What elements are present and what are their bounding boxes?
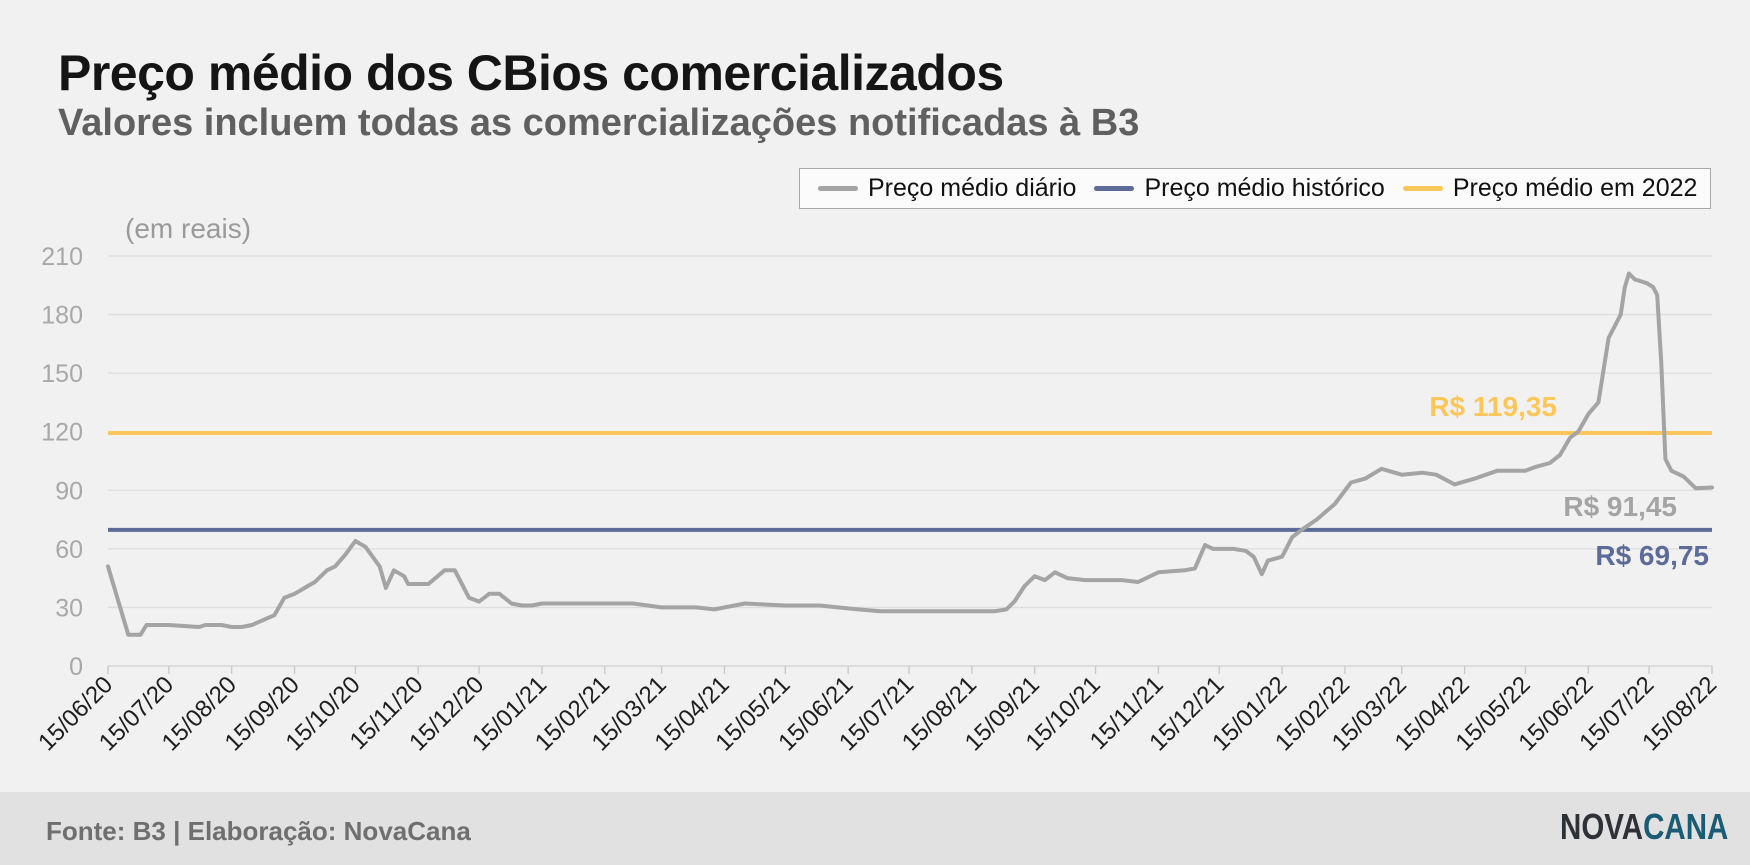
legend-item-historic: Preço médio histórico <box>1094 174 1385 203</box>
y-tick-label: 120 <box>41 419 83 447</box>
legend-item-2022: Preço médio em 2022 <box>1402 174 1698 203</box>
y-tick-label: 90 <box>55 477 83 505</box>
legend-swatch-2022 <box>1402 186 1443 191</box>
y-tick-label: 150 <box>41 360 83 388</box>
y-tick-label: 60 <box>55 536 83 564</box>
chart-title: Preço médio dos CBios comercializados <box>58 45 1004 101</box>
chart-subtitle: Valores incluem todas as comercializaçõe… <box>58 102 1140 144</box>
label-daily-last: R$ 91,45 <box>1563 491 1677 522</box>
source-note: Fonte: B3 | Elaboração: NovaCana <box>46 816 471 846</box>
legend-label-historic: Preço médio histórico <box>1144 174 1385 202</box>
legend-item-daily: Preço médio diário <box>818 174 1076 203</box>
unit-label: (em reais) <box>125 213 252 244</box>
legend-swatch-daily <box>818 186 858 191</box>
y-tick-label: 30 <box>55 594 83 622</box>
y-tick-label: 0 <box>69 653 83 681</box>
label-2022-average: R$ 119,35 <box>1429 391 1557 422</box>
y-tick-label: 180 <box>41 302 83 330</box>
y-tick-label: 210 <box>41 243 83 271</box>
line-daily-price <box>106 271 1714 637</box>
line-chart: 030609012015018021015/06/2015/07/2015/08… <box>33 243 1722 756</box>
label-historic-average: R$ 69,75 <box>1595 540 1709 571</box>
legend-label-daily: Preço médio diário <box>868 174 1077 202</box>
legend: Preço médio diário Preço médio histórico… <box>799 168 1711 209</box>
footer-bar <box>0 792 1750 865</box>
legend-swatch-historic <box>1094 186 1135 191</box>
novacana-logo: NOVACANA <box>1560 806 1729 847</box>
legend-label-2022: Preço médio em 2022 <box>1452 174 1698 202</box>
